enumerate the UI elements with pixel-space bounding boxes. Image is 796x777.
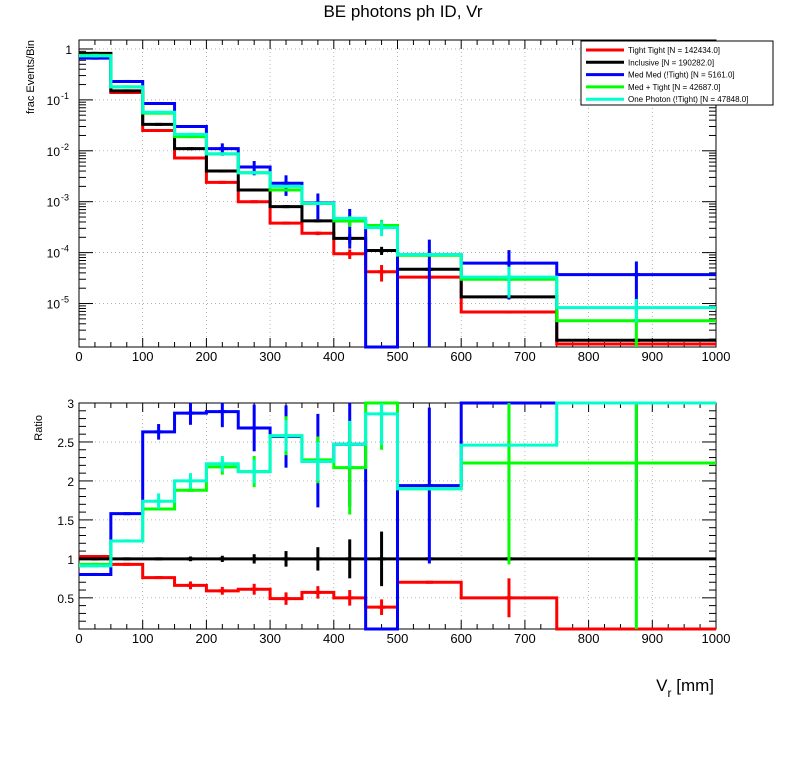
top-xtick-label: 600: [450, 349, 472, 364]
top-xtick-label: 800: [578, 349, 600, 364]
top-ytick-base: 10: [47, 145, 61, 159]
bottom-ytick-label: 3: [67, 397, 74, 411]
top-xtick-label: 500: [387, 349, 409, 364]
top-xtick-label: 0: [75, 349, 82, 364]
top-ytick-label: 10: [47, 94, 61, 108]
bottom-xtick-label: 0: [75, 631, 82, 646]
top-ytick-base: 10: [47, 94, 61, 108]
legend-label-3: Med + Tight [N = 42687.0]: [628, 83, 721, 92]
bottom-xtick-label: 700: [514, 631, 536, 646]
top-xtick-label: 200: [196, 349, 218, 364]
bottom-ytick-label: 2.5: [57, 436, 74, 450]
top-xtick-label: 1000: [702, 349, 731, 364]
bottom-ticks: 0 100 200 300 400 500 600 700 800 900 1000 0.5 1 1.5 2…: [57, 397, 730, 646]
x-axis-title-unit: [mm]: [672, 676, 715, 695]
top-xtick-label: 700: [514, 349, 536, 364]
top-xtick-label: 400: [323, 349, 345, 364]
bottom-xtick-label: 1000: [702, 631, 731, 646]
top-ytick-exponent: -3: [61, 193, 69, 203]
top-ytick-label: 10: [47, 298, 61, 312]
top-ytick-label: 1: [65, 43, 72, 57]
x-axis-title-sub: r: [668, 686, 672, 700]
top-ytick-label: 10: [47, 196, 61, 210]
bottom-series: [79, 401, 716, 631]
legend-label-0: Tight Tight [N = 142434.0]: [628, 46, 720, 55]
legend-label-1: Inclusive [N = 190282.0]: [628, 58, 714, 67]
top-series: [79, 51, 716, 349]
top-ytick-label: 10: [47, 145, 61, 159]
bottom-xtick-label: 100: [132, 631, 154, 646]
top-ytick-base: 10: [47, 298, 61, 312]
top-ytick-base: 10: [47, 247, 61, 261]
bottom-xtick-label: 200: [196, 631, 218, 646]
top-ylabel: frac Events/Bin: [25, 40, 37, 114]
top-xtick-label: 900: [641, 349, 663, 364]
x-axis-title: Vr [mm]: [656, 676, 714, 700]
legend-box: [580, 40, 774, 106]
bottom-ytick-label: 0.5: [57, 592, 74, 606]
legend: Tight Tight [N = 142434.0] Inclusive [N =…: [580, 40, 774, 106]
chart-title: BE photons ph ID, Vr: [323, 2, 482, 21]
bottom-xtick-label: 800: [578, 631, 600, 646]
bottom-ytick-label: 1.5: [57, 514, 74, 528]
top-ytick-exponent: -1: [61, 91, 69, 101]
bottom-xtick-label: 300: [259, 631, 281, 646]
bottom-xtick-label: 600: [450, 631, 472, 646]
top-ytick-exponent: -2: [61, 142, 69, 152]
legend-label-2: Med Med (!Tight) [N = 5161.0]: [628, 71, 735, 80]
x-axis-title-main: V: [656, 676, 668, 695]
bottom-xtick-label: 500: [387, 631, 409, 646]
top-xtick-label: 300: [259, 349, 281, 364]
bottom-xtick-label: 400: [323, 631, 345, 646]
legend-items: Tight Tight [N = 142434.0] Inclusive [N =…: [586, 46, 748, 104]
bottom-xtick-label: 900: [641, 631, 663, 646]
legend-label-4: One Photon (!Tight) [N = 47848.0]: [628, 95, 748, 104]
bottom-ytick-label: 2: [67, 475, 74, 489]
top-ytick-base: 10: [47, 196, 61, 210]
top-ytick-label: 10: [47, 247, 61, 261]
bottom-panel: 0 100 200 300 400 500 600 700 800 900 1000 0.5 1 1.5 2…: [33, 397, 730, 646]
bottom-ylabel: Ratio: [33, 415, 45, 441]
bottom-ytick-label: 1: [67, 553, 74, 567]
top-ytick-exponent: -5: [61, 295, 69, 305]
top-xtick-label: 100: [132, 349, 154, 364]
top-ytick-exponent: -4: [61, 244, 69, 254]
